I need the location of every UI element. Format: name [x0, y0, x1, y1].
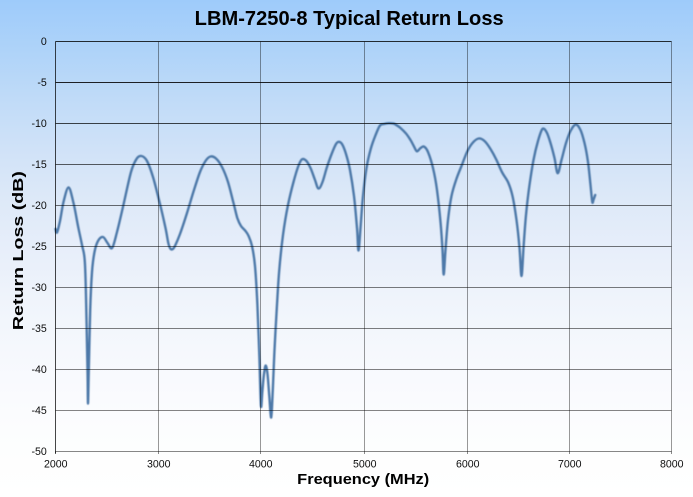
svg-text:-15: -15: [31, 159, 46, 171]
svg-text:-20: -20: [31, 200, 46, 212]
svg-text:-45: -45: [31, 405, 46, 417]
svg-text:-40: -40: [31, 364, 46, 376]
svg-text:-50: -50: [31, 446, 46, 458]
svg-text:LBM-7250-8 Typical Return Loss: LBM-7250-8 Typical Return Loss: [195, 8, 504, 30]
svg-text:2000: 2000: [44, 458, 68, 470]
svg-text:6000: 6000: [456, 458, 480, 470]
svg-text:0: 0: [41, 36, 47, 48]
svg-text:-5: -5: [37, 77, 47, 89]
svg-text:-35: -35: [31, 323, 46, 335]
svg-text:Return Loss (dB): Return Loss (dB): [11, 171, 27, 330]
svg-text:8000: 8000: [660, 458, 684, 470]
svg-text:-25: -25: [31, 241, 46, 253]
svg-text:5000: 5000: [353, 458, 377, 470]
svg-text:4000: 4000: [249, 458, 273, 470]
svg-text:7000: 7000: [558, 458, 582, 470]
svg-text:-30: -30: [31, 282, 46, 294]
svg-text:Frequency (MHz): Frequency (MHz): [297, 472, 429, 488]
svg-text:3000: 3000: [147, 458, 171, 470]
svg-text:-10: -10: [31, 118, 46, 130]
